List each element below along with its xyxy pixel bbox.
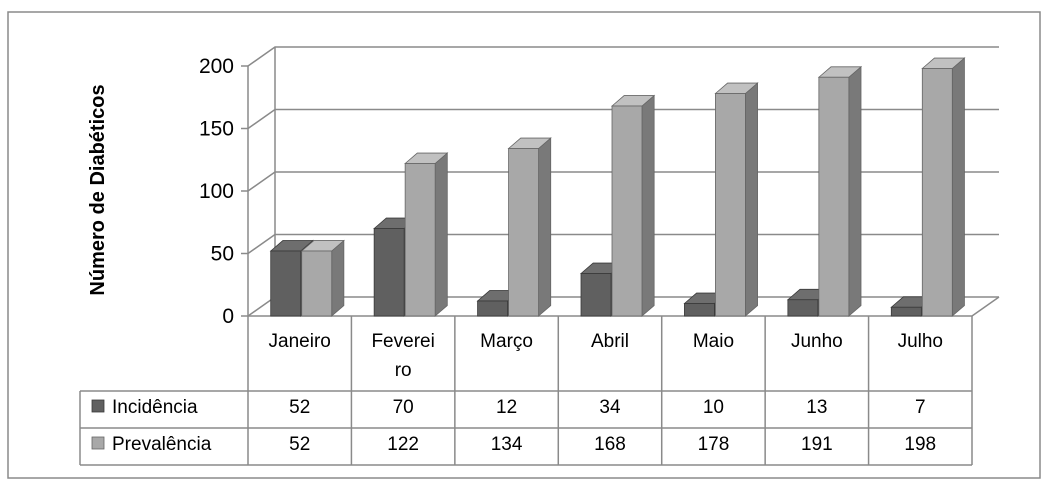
bar-prevalencia xyxy=(921,57,966,317)
data-cell: 34 xyxy=(599,397,621,418)
bar-side xyxy=(538,137,552,317)
legend-label: Prevalência xyxy=(112,434,212,455)
bar-side xyxy=(434,152,448,317)
y-tick-label: 0 xyxy=(222,305,234,328)
category-label: Junho xyxy=(791,331,843,352)
bar-prevalencia xyxy=(404,152,449,317)
category-label: Maio xyxy=(693,331,734,352)
data-table: Janeiro Feverei ro Março Abril Maio Junho Julho… xyxy=(79,316,973,466)
bar-side xyxy=(848,65,862,317)
bar-front xyxy=(684,303,715,317)
y-tick-label: 100 xyxy=(199,180,234,203)
data-cell: 7 xyxy=(915,397,926,418)
y-axis-ticks: 0 50 100 150 200 xyxy=(199,55,248,328)
bar-prevalencia xyxy=(300,239,345,317)
bar-prevalencia xyxy=(610,94,656,317)
legend-swatch xyxy=(91,436,105,450)
bars xyxy=(269,57,966,317)
bar-front xyxy=(373,228,405,317)
data-cell: 122 xyxy=(387,434,419,455)
bar-prevalencia xyxy=(507,137,552,317)
data-cell: 178 xyxy=(698,434,730,455)
data-cell: 168 xyxy=(594,434,626,455)
bar-front xyxy=(890,306,922,317)
bar-front xyxy=(818,76,850,317)
bar-front xyxy=(580,273,612,317)
bar-front xyxy=(921,68,953,317)
bar-prevalencia xyxy=(714,82,759,317)
category-label: Julho xyxy=(898,331,943,352)
data-cell: 13 xyxy=(806,397,827,418)
bar-front xyxy=(477,300,508,317)
bar-side xyxy=(331,239,345,317)
data-cell: 134 xyxy=(491,434,523,455)
y-tick-label: 200 xyxy=(199,55,234,78)
category-label: Feverei xyxy=(371,331,434,352)
y-tick-label: 150 xyxy=(199,118,234,141)
bar-front xyxy=(508,148,539,317)
bar-side xyxy=(641,94,655,317)
bar-front xyxy=(301,250,333,317)
bar-side xyxy=(951,57,965,317)
data-cell: 198 xyxy=(904,434,936,455)
legend-swatch xyxy=(91,399,105,413)
gridline xyxy=(247,46,999,67)
bar-front xyxy=(787,299,819,317)
bar-side xyxy=(745,82,758,317)
data-cell: 191 xyxy=(801,434,833,455)
legend-label: Incidência xyxy=(112,397,198,418)
y-axis-title: Número de Diabéticos xyxy=(87,84,109,295)
category-label: ro xyxy=(395,360,412,381)
bar-front xyxy=(715,93,746,317)
bar-prevalencia xyxy=(817,65,863,317)
bar-front xyxy=(611,105,643,317)
data-cell: 52 xyxy=(289,397,310,418)
category-label: Abril xyxy=(591,331,629,352)
data-cell: 12 xyxy=(496,397,517,418)
bar-front xyxy=(404,163,436,317)
category-label: Janeiro xyxy=(269,331,331,352)
data-cell: 52 xyxy=(289,434,310,455)
data-cell: 10 xyxy=(703,397,724,418)
bar-front xyxy=(270,250,302,317)
category-label: Março xyxy=(480,331,533,352)
y-tick-label: 50 xyxy=(211,243,234,266)
data-cell: 70 xyxy=(393,397,414,418)
